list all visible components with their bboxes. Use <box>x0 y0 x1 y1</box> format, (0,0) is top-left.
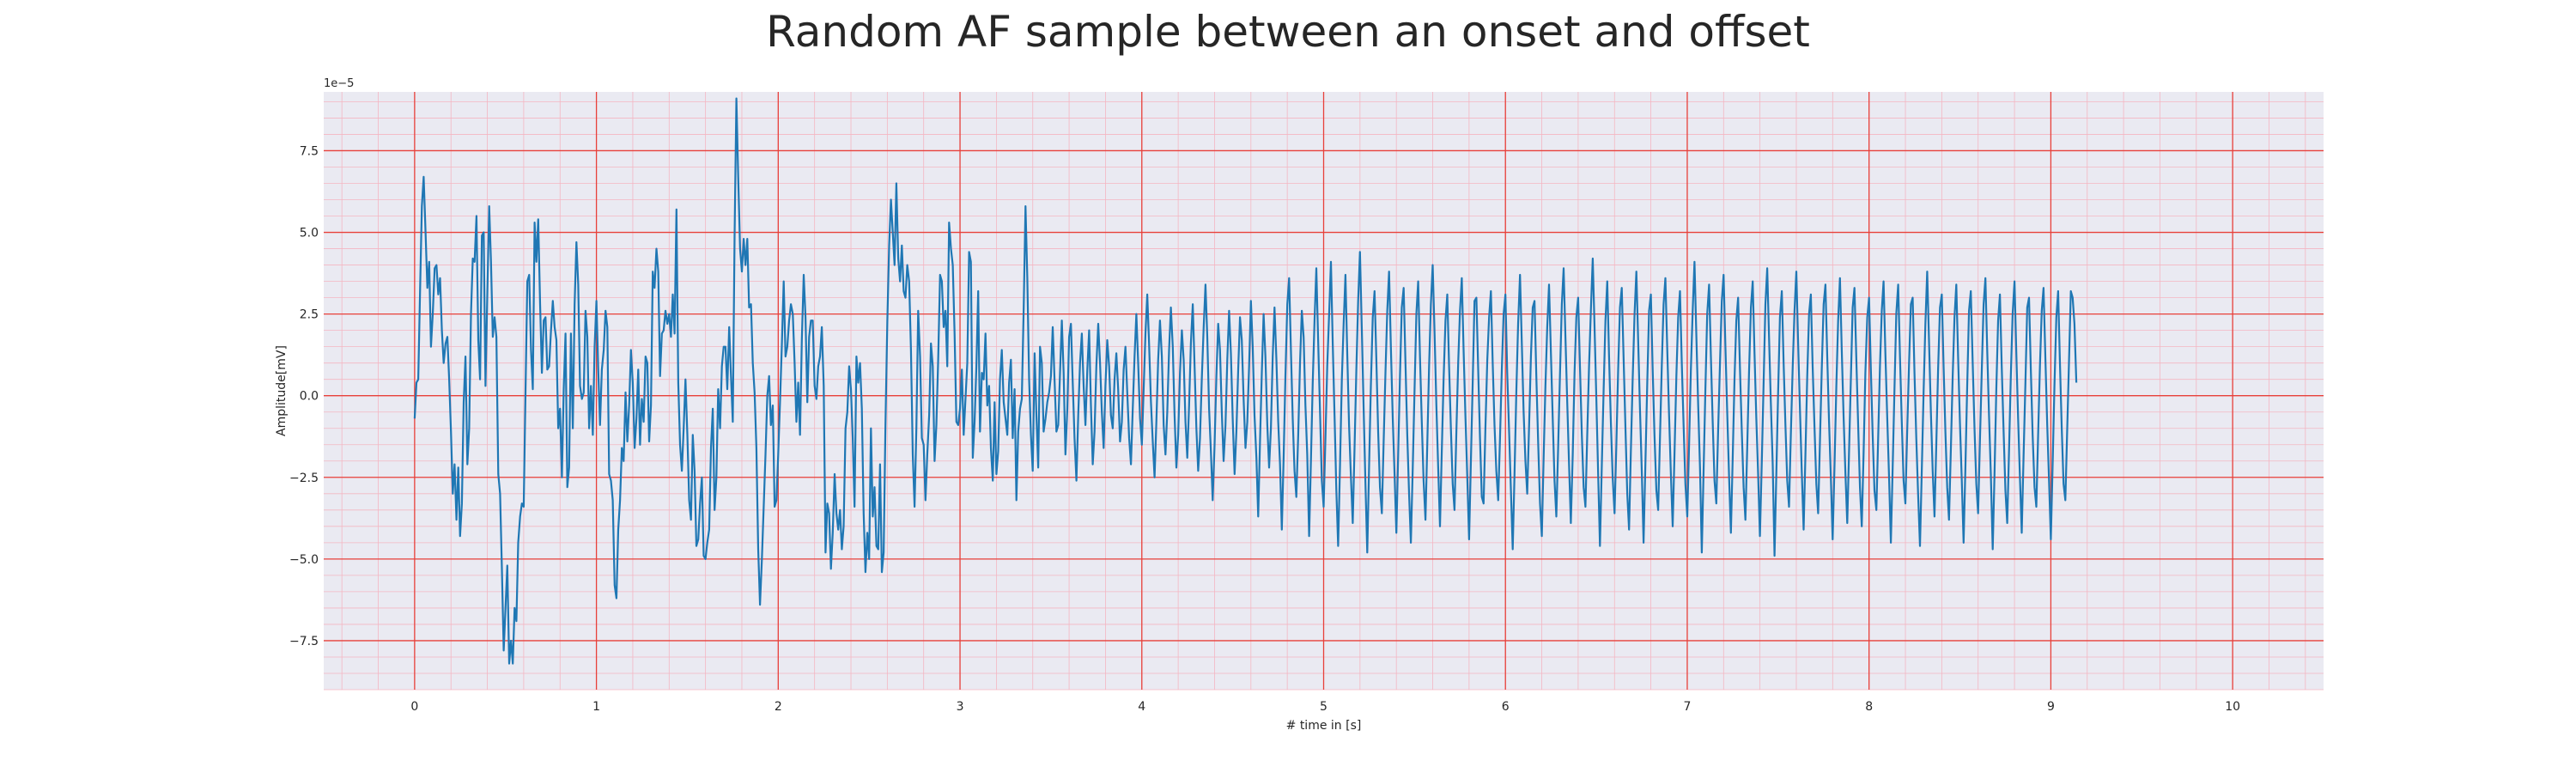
x-tick-label: 5 <box>1320 700 1327 714</box>
x-tick-label: 4 <box>1138 700 1145 714</box>
x-tick-label: 8 <box>1865 700 1873 714</box>
chart-title: Random AF sample between an onset and of… <box>766 7 1810 57</box>
y-tick-label: −7.5 <box>289 635 319 648</box>
x-tick-label: 3 <box>957 700 964 714</box>
x-tick-label: 10 <box>2225 700 2240 714</box>
x-tick-label: 9 <box>2047 700 2055 714</box>
y-offset-text: 1e−5 <box>324 77 354 90</box>
series-line <box>413 97 2078 665</box>
y-tick-label: 2.5 <box>300 308 319 322</box>
y-tick-label: 0.0 <box>300 390 319 404</box>
y-axis-label: Amplitude[mV] <box>275 345 289 436</box>
y-tick-labels: −7.5 −5.0 −2.5 0.0 2.5 5.0 7.5 <box>289 144 319 648</box>
y-tick-label: −5.0 <box>289 553 319 567</box>
y-tick-label: 5.0 <box>300 227 319 240</box>
x-tick-label: 2 <box>775 700 782 714</box>
y-tick-label: 7.5 <box>300 144 319 158</box>
x-tick-label: 6 <box>1502 700 1510 714</box>
x-tick-label: 0 <box>410 700 418 714</box>
x-tick-label: 1 <box>592 700 600 714</box>
x-tick-labels: 0 1 2 3 4 5 6 7 8 9 10 <box>410 700 2240 714</box>
y-tick-label: −2.5 <box>289 472 319 485</box>
major-grid-vertical <box>414 92 2233 690</box>
x-tick-label: 7 <box>1683 700 1691 714</box>
x-axis-label: # time in [s] <box>1286 719 1362 733</box>
